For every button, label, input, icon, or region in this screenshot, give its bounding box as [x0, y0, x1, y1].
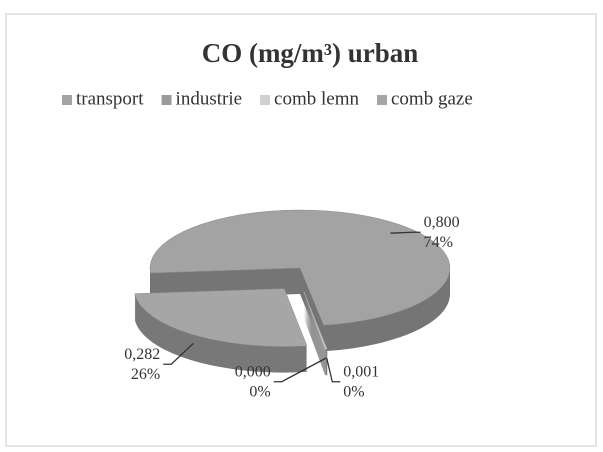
legend-swatch — [161, 95, 172, 105]
legend: transport industrie comb lemn comb gaze — [62, 88, 473, 109]
legend-swatch — [260, 95, 271, 105]
legend-label: transport — [76, 88, 144, 109]
slice — [134, 288, 308, 347]
legend-swatch — [377, 95, 387, 105]
data-label: 0,282 — [124, 346, 160, 363]
data-label: 0,001 — [343, 363, 379, 380]
leader-line — [163, 342, 194, 365]
percent-label: 0% — [343, 383, 364, 400]
leader-line — [326, 357, 341, 383]
legend-label: comb lemn — [274, 88, 359, 109]
legend-label: comb gaze — [391, 88, 473, 109]
percent-label: 74% — [424, 234, 453, 251]
data-label: 0,000 — [235, 363, 271, 380]
legend-label: industrie — [176, 88, 243, 109]
percent-label: 26% — [131, 366, 160, 383]
chart-title: CO (mg/m³) urban — [202, 38, 419, 68]
leader-line — [390, 231, 421, 234]
leader-line — [273, 357, 327, 383]
slice — [149, 209, 451, 326]
slice — [303, 291, 328, 350]
data-label: 0,800 — [424, 214, 460, 231]
percent-label: 0% — [249, 383, 270, 400]
legend-swatch — [62, 95, 72, 105]
